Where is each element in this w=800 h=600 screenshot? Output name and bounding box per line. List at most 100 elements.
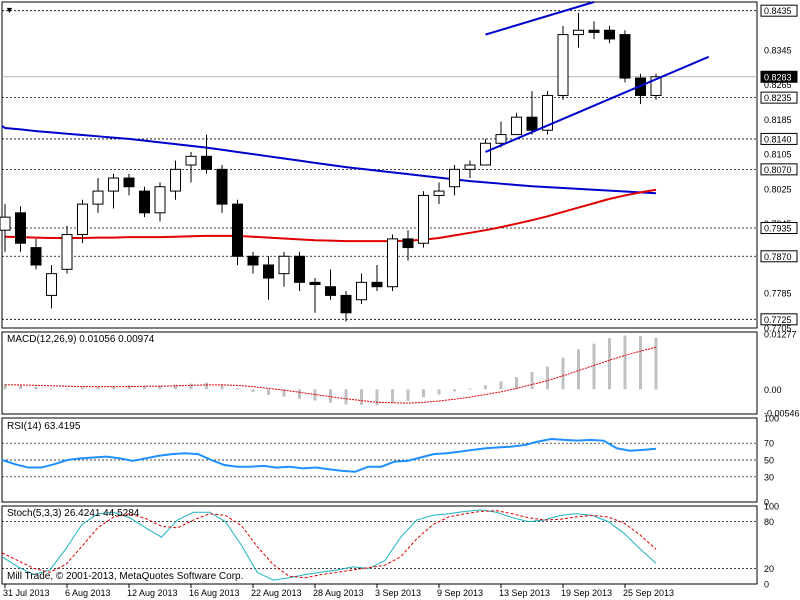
macd-histogram-bar — [189, 383, 193, 390]
x-axis-tick-label: 19 Sep 2013 — [561, 588, 612, 598]
candle — [356, 273, 367, 305]
price-axis-label: 0.7935 — [764, 224, 792, 234]
macd-histogram-bar — [484, 385, 487, 390]
stochastic-title: Stoch(5,3,3) 26.4241 44.5284 — [7, 508, 140, 519]
macd-histogram-bar — [530, 371, 534, 390]
macd-histogram-bar — [3, 384, 7, 390]
bullish-candle-body — [495, 134, 507, 144]
bullish-candle-body — [387, 238, 398, 288]
macd-histogram-bar — [143, 385, 146, 390]
macd-histogram-bar — [422, 389, 425, 398]
candle — [216, 165, 228, 213]
macd-histogram-bar — [220, 384, 224, 390]
bullish-candle-body — [170, 168, 181, 192]
price-axis-label-box — [760, 313, 798, 326]
candle — [619, 30, 631, 83]
candle — [433, 182, 445, 205]
candle — [263, 256, 274, 300]
macd-histogram-bar — [453, 389, 456, 392]
bullish-candle-body — [46, 273, 57, 296]
candle — [604, 25, 615, 44]
price-axis-label: 0.8185 — [764, 115, 792, 125]
macd-histogram-bar — [267, 389, 270, 395]
candle — [77, 199, 88, 244]
bearish-candle-body — [247, 255, 259, 266]
candle — [557, 25, 569, 100]
macd-histogram-bar — [391, 389, 394, 404]
candle — [294, 251, 305, 292]
bearish-candle-body — [619, 34, 631, 79]
candle — [371, 264, 383, 292]
price-axis-label-box — [760, 163, 798, 176]
price-axis-label-box — [760, 91, 798, 104]
macd-histogram-bar — [468, 388, 472, 390]
candle — [46, 264, 57, 309]
x-axis-tick-label: 22 Aug 2013 — [251, 588, 302, 598]
candle — [526, 91, 538, 135]
macd-histogram-bar — [127, 385, 131, 390]
bullish-candle-body — [542, 94, 553, 131]
price-axis-label: 0.8235 — [764, 93, 792, 103]
stochastic-main-line — [1, 509, 657, 581]
bullish-candle-body — [77, 203, 88, 236]
x-axis-tick-label: 13 Sep 2013 — [499, 588, 550, 598]
price-axis-label-box — [760, 4, 798, 17]
x-axis-tick-label: 31 Jul 2013 — [3, 588, 50, 598]
red-moving-average — [4, 188, 657, 243]
macd-histogram-bar — [174, 384, 177, 390]
bullish-candle-body — [433, 190, 445, 196]
candle — [588, 21, 600, 39]
macd-histogram-bar — [251, 389, 255, 392]
candle — [418, 191, 429, 248]
macd-axis-label: 0.01277 — [764, 329, 797, 339]
bullish-candle-body — [356, 281, 367, 301]
price-axis-label: 0.7705 — [764, 324, 792, 334]
macd-panel[interactable]: 0.01277 0.00 -0.00546 — [1, 329, 800, 418]
bearish-candle-body — [263, 264, 274, 279]
bullish-candle-body — [154, 186, 166, 214]
stochastic-axis-label: 20 — [764, 564, 774, 574]
bullish-candle-body — [449, 168, 460, 188]
x-axis-tick-label: 25 Sep 2013 — [623, 588, 674, 598]
candle — [170, 160, 181, 200]
bearish-candle-body — [340, 294, 352, 314]
bearish-candle-body — [201, 155, 212, 170]
bearish-candle-body — [15, 212, 26, 244]
bullish-candle-body — [464, 164, 476, 170]
bullish-candle-body — [650, 76, 662, 96]
price-axis-label: 0.8435 — [764, 6, 792, 16]
rsi-panel[interactable]: 100 70 50 30 0 — [1, 414, 779, 508]
macd-histogram-bar — [375, 389, 379, 406]
stochastic-axis-label: 80 — [764, 517, 774, 527]
rsi-line — [1, 437, 657, 473]
price-axis-label-box — [760, 70, 798, 83]
candle — [201, 134, 212, 174]
macd-histogram-bar — [298, 389, 301, 399]
candle — [650, 73, 662, 100]
bullish-candle-body — [418, 194, 429, 244]
x-axis-tick-label: 16 Aug 2013 — [189, 588, 240, 598]
candle — [123, 173, 135, 196]
rsi-axis-label: 50 — [764, 456, 774, 466]
price-axis-label-box — [760, 222, 798, 235]
symbol-marker[interactable]: ▼ — [5, 5, 14, 15]
bullish-candle-body — [557, 34, 569, 96]
price-axis-label: 0.8265 — [764, 80, 792, 90]
bullish-candle-body — [108, 177, 119, 192]
price-axis-label-box — [760, 132, 798, 145]
price-axis-label: 0.8140 — [764, 134, 792, 144]
candle — [464, 160, 476, 179]
candle — [542, 91, 553, 135]
stochastic-panel[interactable]: 100 80 20 0 — [1, 502, 779, 590]
candle — [185, 151, 197, 183]
candle — [92, 178, 104, 213]
candle — [495, 121, 507, 148]
macd-axis-label: 0.00 — [764, 385, 782, 395]
macd-histogram-bar — [561, 357, 565, 390]
rsi-axis-label: 0 — [764, 498, 769, 508]
price-axis-label-box — [760, 250, 798, 263]
macd-axis-label: -0.00546 — [764, 408, 800, 418]
